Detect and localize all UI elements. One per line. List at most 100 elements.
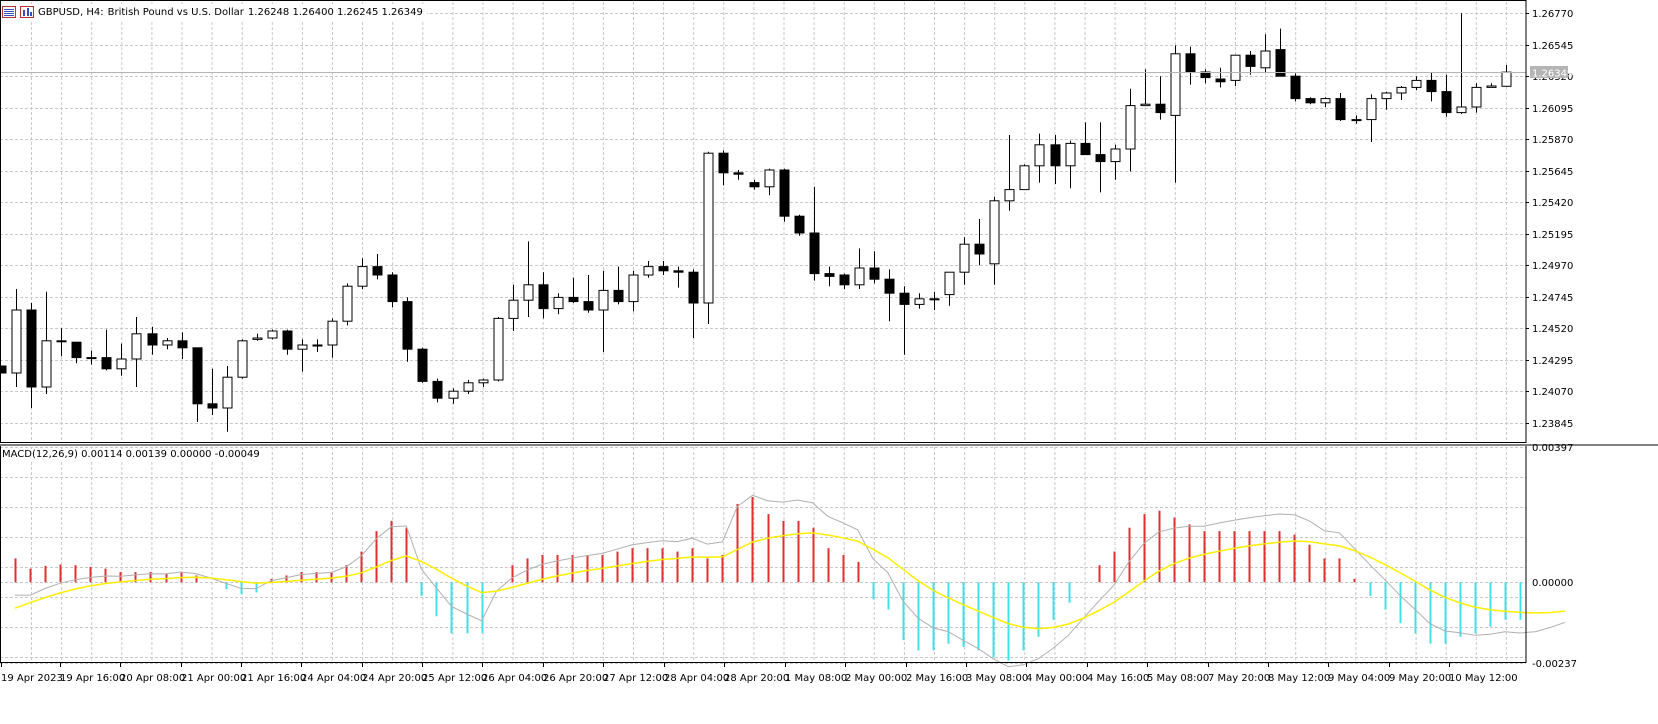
time-tick-label: 24 Apr 04:00 <box>301 673 366 684</box>
time-tick-label: 4 May 00:00 <box>1026 673 1088 684</box>
candle-body <box>583 301 594 311</box>
time-tick-label: 9 May 04:00 <box>1328 673 1390 684</box>
bar-chart-icon[interactable] <box>20 6 34 18</box>
candle-body <box>1019 165 1030 191</box>
candle-body <box>568 296 579 303</box>
time-tick-label: 1 May 08:00 <box>785 673 847 684</box>
candle-body <box>1335 98 1346 121</box>
candle-body <box>869 267 880 280</box>
price-tick-label: 1.24070 <box>1532 387 1573 398</box>
price-tick-label: 1.24970 <box>1532 261 1573 272</box>
time-tick-label: 28 Apr 20:00 <box>724 673 789 684</box>
candle-body <box>297 344 308 350</box>
candle-body <box>718 152 729 174</box>
price-tick-label: 1.25420 <box>1532 198 1573 209</box>
time-tick-label: 24 Apr 20:00 <box>362 673 427 684</box>
candle-body <box>658 266 669 272</box>
candle-body <box>162 340 173 346</box>
price-tick-label: 1.26545 <box>1532 41 1573 52</box>
candle-body <box>463 382 474 392</box>
time-tick-label: 4 May 16:00 <box>1087 673 1149 684</box>
candle-body <box>116 358 127 370</box>
candle-body <box>749 182 760 188</box>
candle-body <box>1320 98 1331 104</box>
macd-panel-frame <box>0 445 1527 663</box>
chart-window-icon[interactable] <box>2 6 16 18</box>
candle-body <box>1441 91 1452 114</box>
candle-body <box>839 274 850 286</box>
price-tick-label: 1.25870 <box>1532 135 1573 146</box>
candle-body <box>1034 144 1045 167</box>
candle-body <box>1185 53 1196 73</box>
macd-scale-label: 0.00000 <box>1532 578 1573 589</box>
candle-body <box>914 298 925 305</box>
panel-frames <box>0 0 1658 663</box>
candle-body <box>207 403 218 409</box>
current-price-tag <box>1530 66 1568 78</box>
time-tick-label: 25 Apr 12:00 <box>422 673 487 684</box>
candle-body <box>222 376 233 409</box>
time-tick-label: 26 Apr 20:00 <box>543 673 608 684</box>
candle-body <box>1080 142 1091 156</box>
candle-body <box>372 266 383 276</box>
candle-body <box>1351 119 1362 122</box>
candle-body <box>1004 189 1015 202</box>
candle-body <box>929 298 940 301</box>
candle-body <box>553 296 564 310</box>
candle-body <box>1230 54 1241 81</box>
signal-line <box>14 532 1566 630</box>
time-tick-label: 20 Apr 08:00 <box>120 673 185 684</box>
candle-body <box>613 289 624 303</box>
candle-body <box>884 278 895 294</box>
candle-body <box>237 340 248 378</box>
macd-indicator-label: MACD(12,26,9) 0.00114 0.00139 0.00000 -0… <box>2 449 260 460</box>
time-tick-label: 27 Apr 12:00 <box>603 673 668 684</box>
macd-line <box>14 494 1566 668</box>
candle-body <box>1050 144 1061 167</box>
candle-body <box>387 274 398 303</box>
price-tick-label: 1.24295 <box>1532 356 1573 367</box>
candle-body <box>688 271 699 304</box>
candle-body <box>11 309 22 374</box>
candle-body <box>1290 75 1301 100</box>
time-tick-label: 10 May 12:00 <box>1449 673 1518 684</box>
price-tick-label: 1.26095 <box>1532 104 1573 115</box>
price-tick-label: 1.24745 <box>1532 293 1573 304</box>
candle-body <box>252 337 263 340</box>
candle-body <box>267 330 278 339</box>
time-tick-label: 26 Apr 04:00 <box>482 673 547 684</box>
candle-body <box>402 301 413 350</box>
macd-axis: 0.00397 0.00000 -0.00237 <box>1532 443 1577 670</box>
candle-body <box>643 266 654 276</box>
time-tick-label: 19 Apr 2023 <box>1 673 63 684</box>
candle-body <box>628 274 639 303</box>
candle-body <box>1155 103 1166 114</box>
candle-body <box>1471 86 1482 108</box>
macd-scale-label: -0.00237 <box>1532 659 1577 670</box>
candle-body <box>448 390 459 399</box>
candle-body <box>86 357 97 360</box>
candle-body <box>1260 50 1271 69</box>
candle-body <box>1381 92 1392 100</box>
candle-body <box>779 169 790 217</box>
price-tick-label: 1.25195 <box>1532 230 1573 241</box>
candle-body <box>493 317 504 381</box>
candle-body <box>538 284 549 310</box>
candle-body <box>1456 106 1467 114</box>
candle-body <box>1275 49 1286 77</box>
price-tick-label: 1.24520 <box>1532 324 1573 335</box>
candle-body <box>1486 85 1497 88</box>
candle-body <box>342 285 353 322</box>
price-axis: 1.267701.265451.263201.260951.258701.256… <box>1526 9 1573 430</box>
time-tick-label: 8 May 12:00 <box>1268 673 1330 684</box>
time-tick-label: 3 May 08:00 <box>966 673 1028 684</box>
candle-body <box>598 289 609 311</box>
candle-body <box>673 270 684 273</box>
symbol-title: GBPUSD, H4: <box>38 6 104 18</box>
candle-body <box>131 333 142 360</box>
time-tick-label: 28 Apr 04:00 <box>664 673 729 684</box>
time-tick-label: 21 Apr 00:00 <box>181 673 246 684</box>
candle-body <box>899 292 910 305</box>
